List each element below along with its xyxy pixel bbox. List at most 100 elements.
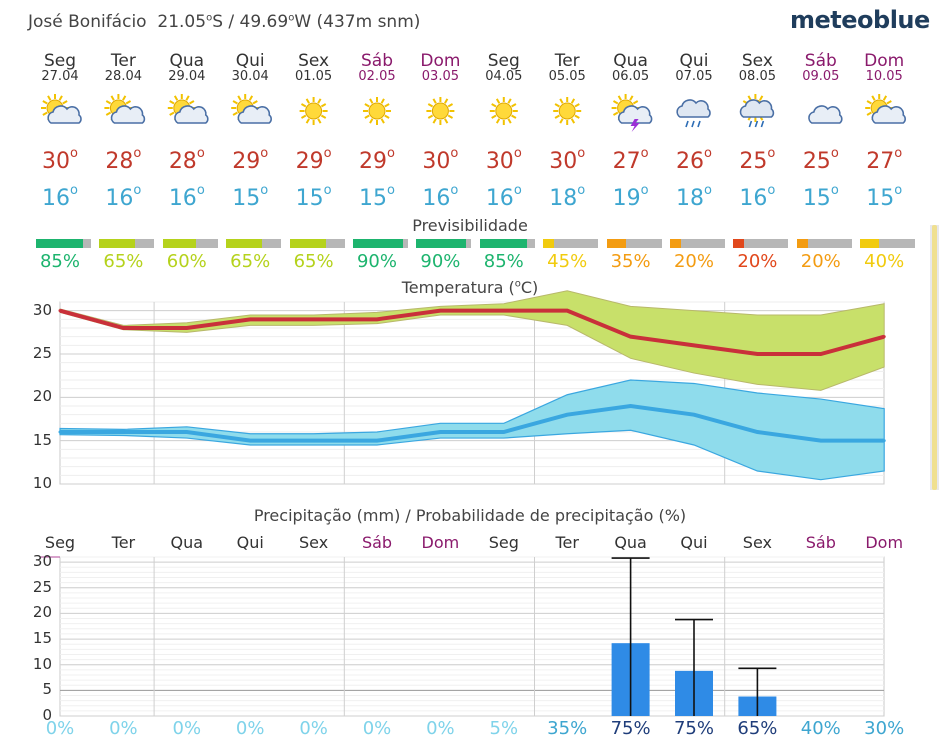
rain-sun-cloud-icon [739,94,775,128]
sun-ray [612,111,619,116]
sun-ray [574,114,580,119]
sun-ray [886,100,892,105]
sun-ray [612,100,619,105]
degree-mark: o [577,183,586,198]
max-temp-point [58,309,62,313]
temperature-y-tick: 10 [32,474,52,492]
meteoblue-logo[interactable]: meteoblue [790,6,930,34]
sun-ray [317,98,322,104]
degree-mark: o [704,183,712,198]
predictability-bar [796,239,852,248]
predictability-bar [36,239,91,248]
min-temp: 19o [612,183,649,211]
altitude: (437m snm) [316,12,421,32]
sun-ray [305,118,310,124]
precip-day-label: Dom [865,533,904,552]
max-temp: 28o [168,146,205,174]
predictability-fill [543,239,555,248]
sun-ray [427,114,434,119]
min-temp-point [121,430,125,434]
sun-ray [122,95,127,101]
max-temp: 30o [549,146,586,174]
sun-storm-icon [611,94,653,132]
sun-ray [444,118,449,124]
day-column-6: Dom 03.05 [408,52,472,84]
degree-mark: o [577,146,586,161]
min-temp: 16o [422,183,459,211]
day-date: 09.05 [802,69,840,84]
temperature-y-tick: 15 [32,430,52,449]
max-temp-band [59,290,885,391]
sun-ray [185,95,190,101]
day-name: Seg [487,51,520,71]
sun-ray [317,118,322,124]
precip-day-label: Seg [44,533,76,552]
cloud-shape [174,105,209,124]
predictability-fill [289,239,326,248]
precip-day-label: Sáb [361,533,393,552]
max-temp-point [629,335,633,339]
scroll-rail[interactable] [930,225,939,490]
day-name: Ter [110,51,136,71]
sun-ray [866,111,872,116]
sun-ray [570,98,576,104]
max-temp: 28o [105,146,142,174]
sun-ray [747,95,752,101]
day-name: Qua [169,51,205,71]
degree-mark: o [704,146,712,161]
max-temp-point [882,335,886,339]
degree-mark: o [387,146,395,161]
precip-day-label: Ter [555,533,579,552]
predictability-fill [36,239,83,248]
precip-probability: 30% [864,718,905,739]
predictability-bar [606,239,662,248]
sun-ray [432,98,437,104]
degree-mark: o [133,146,142,161]
max-temp: 27o [866,146,903,174]
day-column-13: Dom 10.05 [852,52,916,84]
day-column-11: Sex 08.05 [725,52,789,84]
cloud-shape [47,105,82,124]
degree-mark: o [894,146,903,161]
predictability-fill [606,239,626,248]
precip-y-tick: 5 [42,680,52,699]
day-name: Dom [864,51,905,71]
sun-disc [495,102,513,120]
precip-y-tick: 10 [32,654,52,673]
sun-cloud-icon [167,94,209,124]
precip-day-label: Sáb [805,533,836,552]
sun-ray [495,98,501,104]
degree-mark: o [640,146,649,161]
degree-mark: o [323,183,332,198]
precip-probability: 65% [737,718,778,739]
predictability-bar [670,239,725,248]
sun-ray [570,118,576,124]
cloud-shape [871,105,906,124]
min-temp-point [438,430,442,434]
predictability-fill [860,239,880,248]
latitude-suffix: S / [212,12,240,32]
precip-probability: 0% [426,718,455,739]
predictability-bar [353,239,408,248]
min-temp: 15o [295,183,332,211]
predictability-bar [860,239,916,248]
sun-ray [237,95,242,101]
sun-ray [447,114,454,119]
predictability-value: 20% [737,251,778,272]
predictability-value: 90% [420,251,461,272]
precip-day-label: Seg [488,533,519,552]
predictability-title: Previsibilidade [412,216,528,235]
precip-probability: 0% [109,718,138,739]
sun-ray [169,100,175,105]
sun-ray [427,103,434,108]
cloud-shape [676,99,711,118]
sun-ray [432,118,437,124]
longitude: 49.69 [239,12,289,32]
predictability-bar [543,239,599,248]
day-name: Qui [679,51,709,71]
day-name: Qui [235,51,265,71]
degree-mark: o [70,146,78,161]
degree-mark: o [196,183,205,198]
sun-ray [364,114,370,119]
precip-y-tick: 20 [32,603,52,622]
